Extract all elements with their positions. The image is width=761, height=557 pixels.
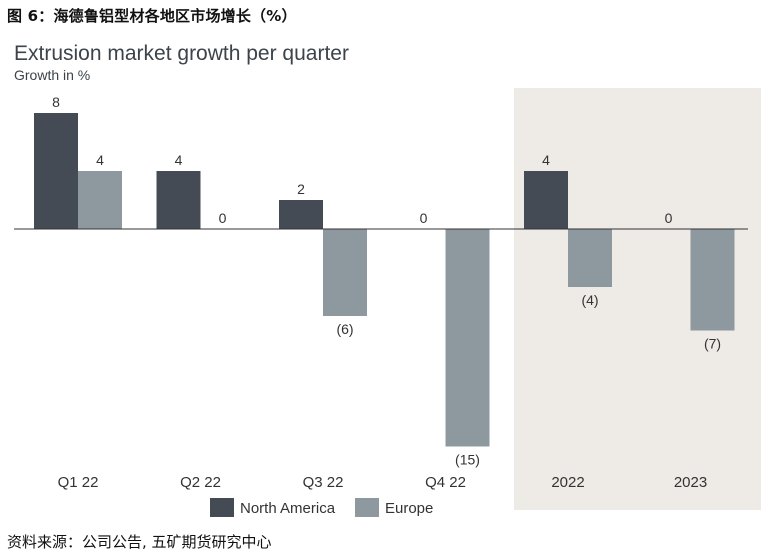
bar-europe-2023 — [690, 229, 735, 331]
category-tick-q2-22: Q2 22 — [180, 474, 221, 491]
bar-chart: Extrusion market growth per quarter Grow… — [14, 42, 761, 517]
legend: North America Europe — [210, 498, 433, 517]
data-label-europe-q2-22: 0 — [219, 210, 227, 226]
data-label-europe-q3-22: (6) — [336, 321, 353, 337]
legend-swatch-north-america — [210, 498, 234, 517]
category-tick-2023: 2023 — [674, 474, 707, 491]
data-label-north-america-q2-22: 4 — [175, 152, 183, 168]
category-tick-2022: 2022 — [551, 474, 584, 491]
bar-europe-q3-22 — [323, 229, 367, 316]
bar-europe-q4-22 — [445, 229, 490, 447]
legend-label-north-america: North America — [240, 500, 336, 517]
bar-north-america-q3-22 — [279, 200, 323, 229]
bar-europe-2022 — [568, 229, 612, 287]
data-label-europe-2022: (4) — [581, 292, 598, 308]
category-tick-q1-22: Q1 22 — [58, 474, 99, 491]
source-note: 资料来源：公司公告, 五矿期货研究中心 — [7, 533, 272, 551]
figure-caption: 图 6：海德鲁铝型材各地区市场增长（%） — [7, 7, 297, 25]
data-label-north-america-q1-22: 8 — [52, 94, 60, 110]
data-label-north-america-q4-22: 0 — [420, 210, 428, 226]
chart-title: Extrusion market growth per quarter — [14, 42, 349, 65]
bar-north-america-q2-22 — [156, 171, 201, 229]
bar-north-america-2022 — [524, 171, 568, 229]
legend-label-europe: Europe — [385, 500, 433, 517]
legend-swatch-europe — [355, 498, 379, 517]
data-label-north-america-2023: 0 — [665, 210, 673, 226]
data-label-north-america-2022: 4 — [542, 152, 550, 168]
category-tick-q4-22: Q4 22 — [425, 474, 466, 491]
bar-europe-q1-22 — [78, 171, 122, 229]
category-tick-q3-22: Q3 22 — [303, 474, 344, 491]
data-label-europe-q4-22: (15) — [455, 452, 480, 468]
data-label-europe-2023: (7) — [704, 336, 721, 352]
data-label-europe-q1-22: 4 — [96, 152, 104, 168]
chart-subtitle: Growth in % — [14, 67, 90, 83]
data-label-north-america-q3-22: 2 — [297, 181, 305, 197]
bar-north-america-q1-22 — [34, 113, 78, 229]
